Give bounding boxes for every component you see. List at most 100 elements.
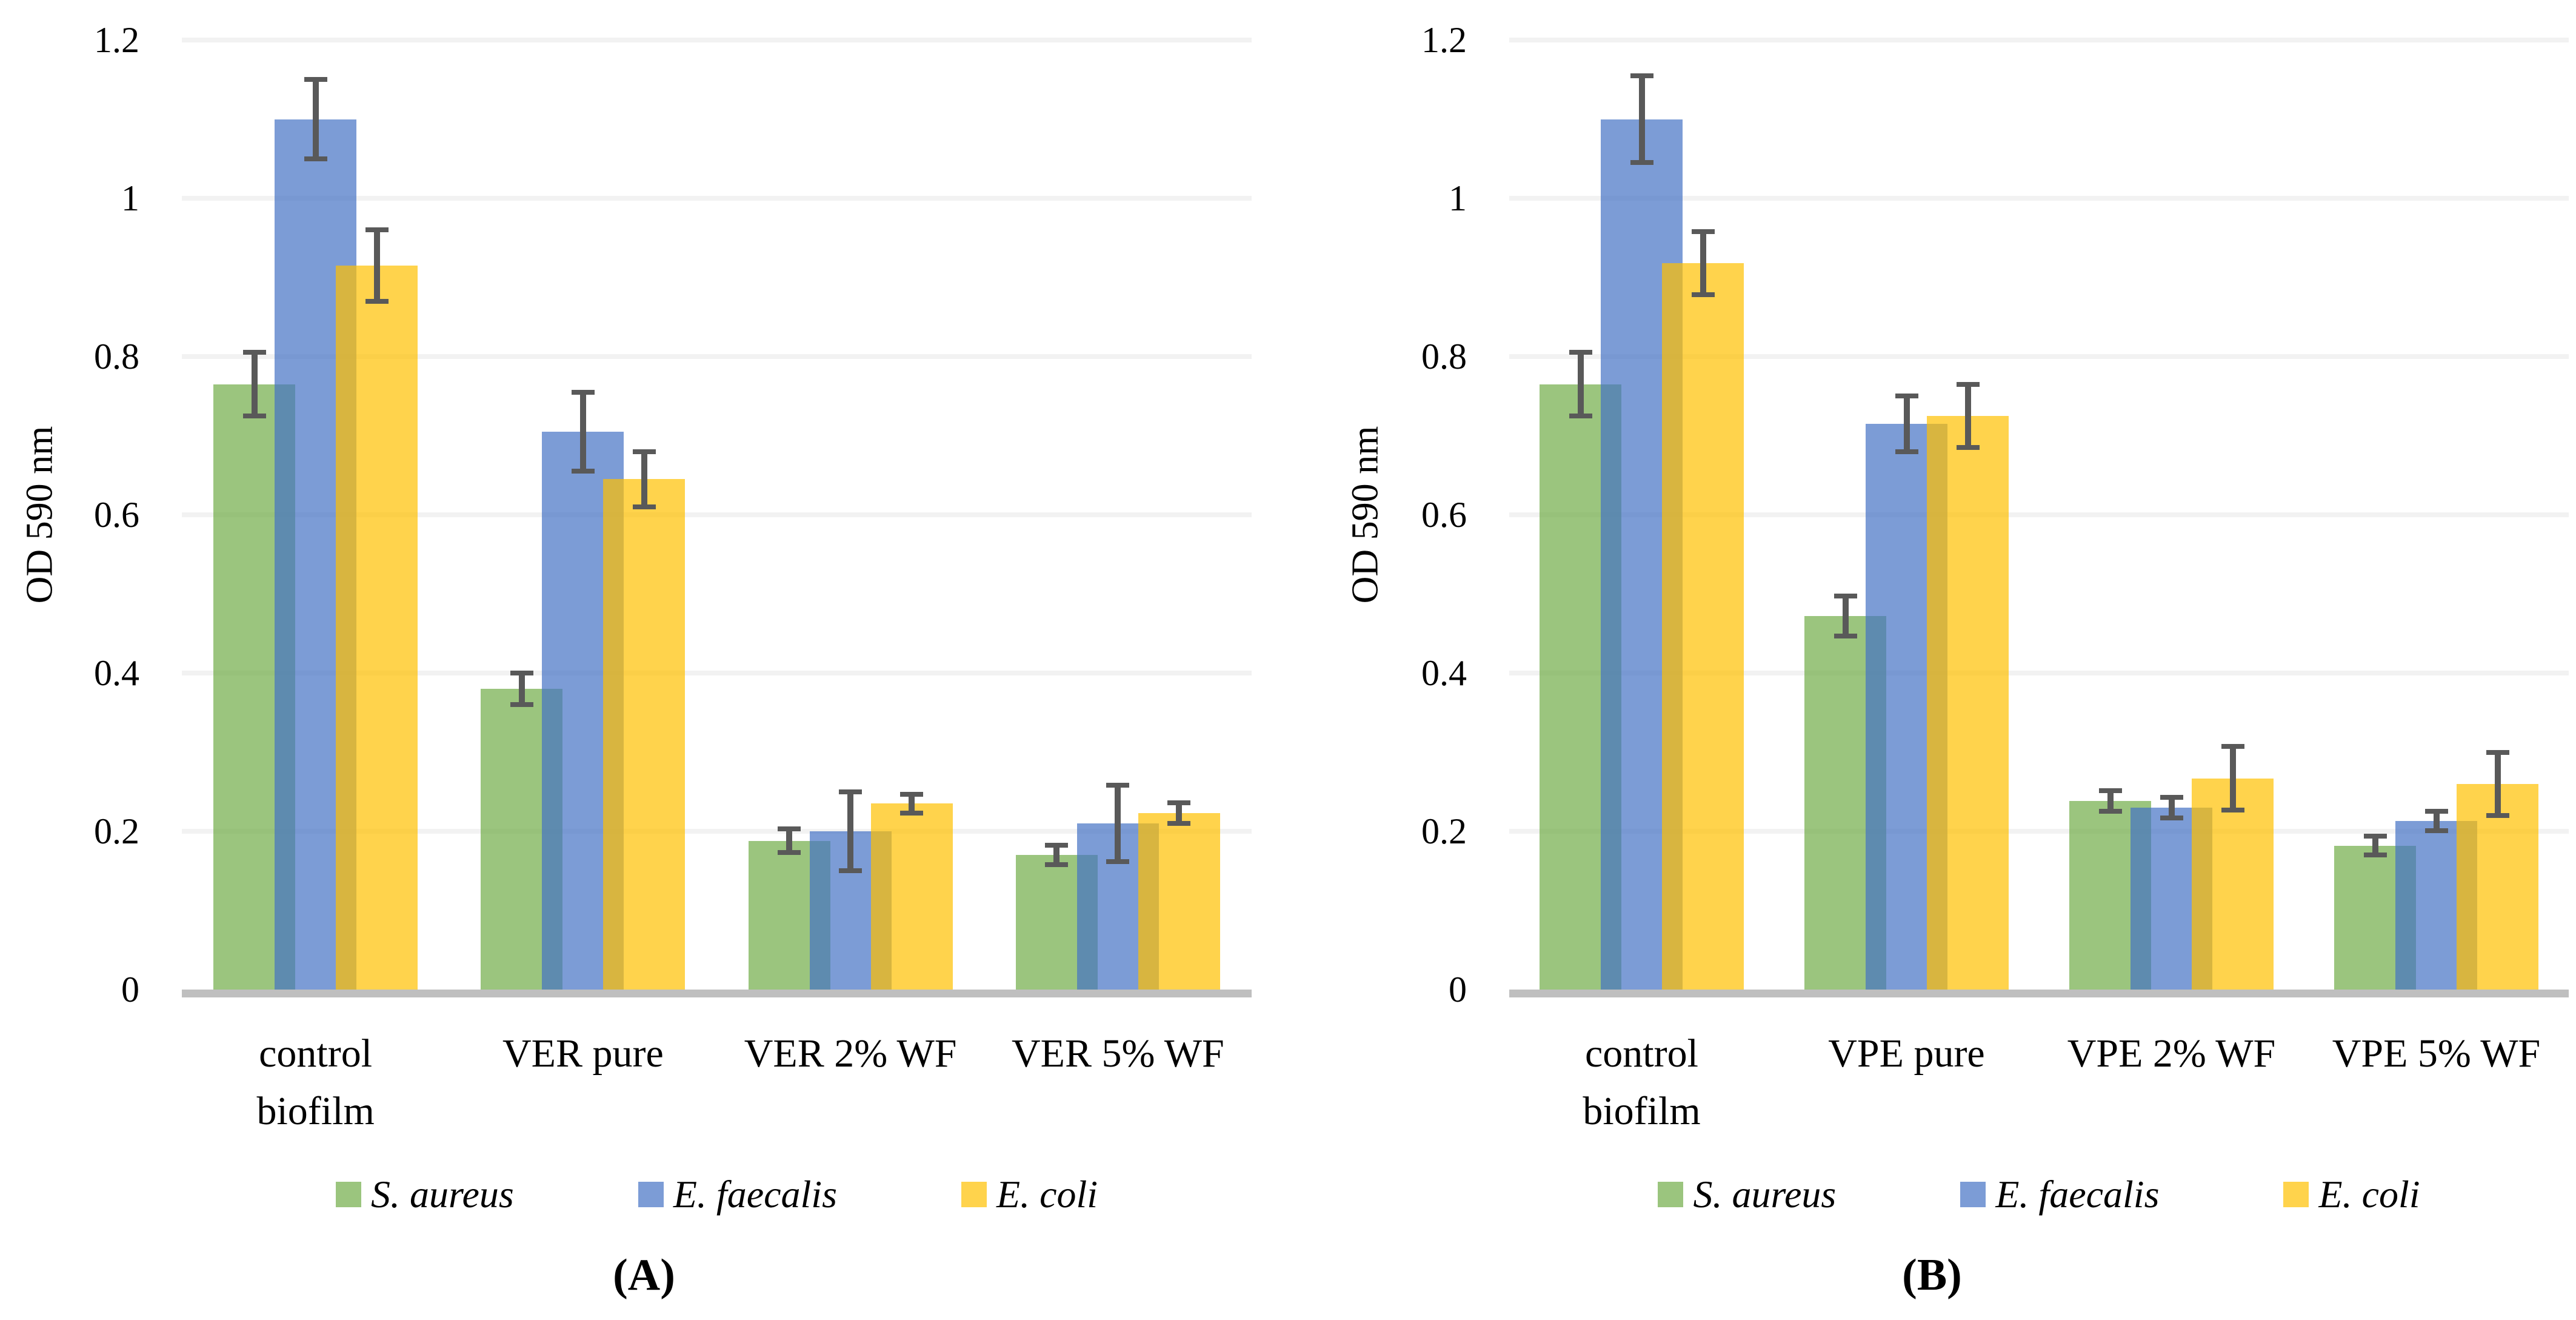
gridline-0.6 — [182, 512, 1252, 517]
error-bar-cap — [900, 810, 924, 816]
error-bar-cap — [2221, 807, 2244, 812]
error-bar-e-faecalis-vpe-pure — [1903, 396, 1910, 452]
y-tick-label: 0 — [1449, 970, 1467, 1010]
legend-label: S. aureus — [1693, 1173, 1837, 1216]
error-bar-s-aureus-ver-5-wf — [1053, 845, 1060, 865]
error-bar-cap — [1569, 350, 1592, 355]
y-tick-label: 0.8 — [1421, 337, 1467, 377]
error-bar-cap — [571, 389, 595, 395]
e-faecalis-swatch-icon — [1960, 1182, 1986, 1207]
category-label-line: VER 5% WF — [1011, 1031, 1224, 1076]
error-bar-cap — [1630, 73, 1653, 78]
error-bar-cap — [1691, 292, 1715, 298]
error-bar-s-aureus-ver-pure — [518, 673, 525, 705]
y-tick-label: 1 — [121, 178, 139, 218]
error-bar-e-faecalis-control-biofilm — [312, 79, 319, 159]
error-bar-cap — [1045, 843, 1069, 848]
error-bar-cap — [2221, 744, 2244, 749]
category-label-line: control — [1585, 1031, 1698, 1076]
legend-label: E. coli — [2318, 1173, 2420, 1216]
error-bar-cap — [242, 413, 266, 418]
error-bar-e-coli-ver-5-wf — [1176, 803, 1183, 823]
error-bar-cap — [900, 791, 924, 797]
error-bar-cap — [2098, 809, 2122, 814]
bar-e-coli-control-biofilm — [336, 265, 418, 990]
gridline-0.8 — [182, 354, 1252, 359]
error-bar-e-coli-ver-2-wf — [909, 794, 915, 813]
category-label-control-biofilm: control biofilm — [164, 1025, 467, 1140]
error-bar-cap — [304, 77, 327, 82]
bar-e-coli-control-biofilm — [1662, 263, 1744, 990]
y-tick-label: 1.2 — [1421, 20, 1467, 60]
y-tick-label: 0.2 — [1421, 811, 1467, 851]
error-bar-cap — [1569, 413, 1592, 418]
error-bar-cap — [1895, 449, 1918, 454]
error-bar-s-aureus-vpe-5-wf — [2372, 836, 2378, 856]
error-bar-cap — [839, 868, 863, 874]
error-bar-cap — [2486, 812, 2509, 818]
category-label-control-biofilm: control biofilm — [1490, 1025, 1794, 1140]
category-label-vpe-pure: VPE pure — [1755, 1025, 2058, 1082]
error-bar-cap — [304, 156, 327, 161]
error-bar-e-coli-ver-pure — [641, 451, 647, 507]
error-bar-cap — [2486, 749, 2509, 755]
error-bar-cap — [778, 850, 801, 856]
gridline-1 — [182, 196, 1252, 201]
gridline-0.8 — [1509, 354, 2569, 359]
legend-label: S. aureus — [370, 1173, 514, 1216]
category-label-line: VPE 5% WF — [2332, 1031, 2541, 1076]
error-bar-cap — [1956, 381, 1980, 387]
error-bar-e-coli-vpe-5-wf — [2494, 752, 2501, 816]
error-bar-cap — [1834, 633, 1857, 638]
error-bar-cap — [2363, 833, 2387, 839]
error-bar-cap — [2363, 853, 2387, 858]
category-label-line: VER pure — [502, 1031, 664, 1076]
error-bar-e-coli-vpe-pure — [1964, 384, 1971, 448]
e-coli-swatch-icon — [961, 1182, 987, 1207]
y-tick-label: 0.6 — [1421, 495, 1467, 535]
error-bar-cap — [632, 449, 656, 454]
error-bar-cap — [778, 826, 801, 832]
plot-area — [182, 38, 1252, 997]
y-tick-label: 0.4 — [1421, 653, 1467, 693]
error-bar-cap — [1895, 394, 1918, 399]
category-label-line: biofilm — [1583, 1089, 1701, 1133]
error-bar-cap — [2160, 794, 2183, 800]
error-bar-e-faecalis-ver-pure — [579, 392, 586, 472]
error-bar-cap — [2424, 828, 2448, 833]
error-bar-cap — [632, 504, 656, 509]
error-bar-cap — [1167, 800, 1191, 806]
category-label-line: VPE 2% WF — [2067, 1031, 2276, 1076]
category-label-ver-pure: VER pure — [432, 1025, 735, 1082]
legend-item-e-faecalis: E. faecalis — [638, 1172, 837, 1217]
error-bar-e-coli-control-biofilm — [1700, 231, 1706, 295]
e-faecalis-swatch-icon — [638, 1182, 664, 1207]
y-tick-label: 0 — [121, 970, 139, 1010]
error-bar-cap — [510, 671, 533, 675]
error-bar-cap — [571, 469, 595, 474]
error-bar-e-faecalis-vpe-5-wf — [2433, 811, 2440, 831]
gridline-0.4 — [182, 671, 1252, 675]
error-bar-cap — [365, 227, 389, 233]
gridline-1 — [1509, 196, 2569, 201]
legend: S. aureus E. faecalis E. coli — [1509, 1167, 2569, 1222]
error-bar-e-faecalis-vpe-2-wf — [2168, 797, 2175, 818]
error-bar-e-faecalis-ver-5-wf — [1115, 785, 1121, 862]
y-tick-label: 0.8 — [94, 337, 139, 377]
error-bar-cap — [1956, 445, 1980, 451]
error-bar-e-faecalis-control-biofilm — [1638, 75, 1645, 163]
error-bar-cap — [1106, 783, 1130, 788]
error-bar-cap — [1167, 820, 1191, 826]
legend: S. aureus E. faecalis E. coli — [182, 1167, 1252, 1222]
error-bar-cap — [510, 702, 533, 708]
error-bar-cap — [1106, 859, 1130, 864]
s-aureus-swatch-icon — [335, 1182, 361, 1207]
y-tick-label: 1 — [1449, 178, 1467, 218]
legend-item-e-coli: E. coli — [961, 1172, 1098, 1217]
category-label-line: VPE pure — [1828, 1031, 1985, 1076]
gridline-0.4 — [1509, 671, 2569, 675]
bar-e-coli-ver-5-wf — [1138, 813, 1220, 990]
category-label-line: VER 2% WF — [744, 1031, 957, 1076]
category-label-line: control — [259, 1031, 373, 1076]
